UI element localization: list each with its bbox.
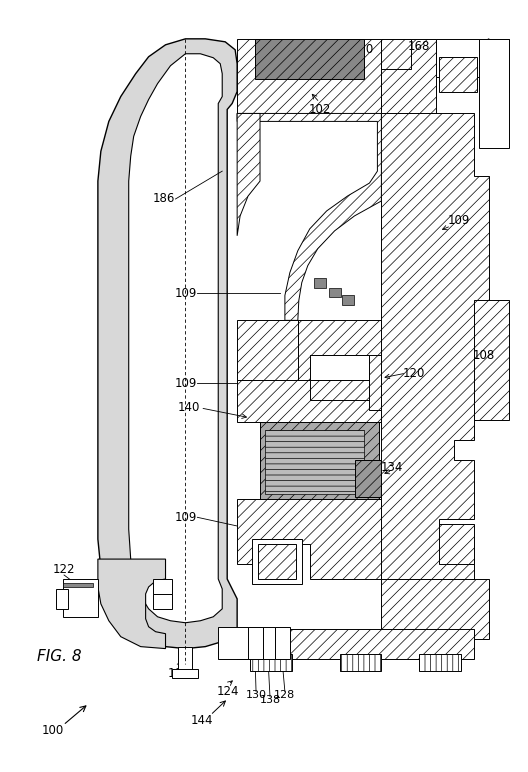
Polygon shape	[381, 579, 489, 638]
Text: 132: 132	[438, 526, 460, 539]
Polygon shape	[342, 296, 354, 306]
Text: 140: 140	[177, 401, 200, 415]
Polygon shape	[298, 320, 381, 380]
Polygon shape	[310, 380, 370, 400]
Text: 138: 138	[259, 696, 280, 706]
Polygon shape	[237, 39, 381, 118]
Text: 186: 186	[153, 192, 175, 205]
Polygon shape	[129, 54, 222, 623]
Polygon shape	[263, 627, 275, 659]
Polygon shape	[237, 628, 474, 659]
Text: 130: 130	[246, 690, 267, 700]
Polygon shape	[381, 39, 436, 113]
Polygon shape	[275, 627, 290, 659]
Polygon shape	[479, 39, 508, 148]
Polygon shape	[63, 579, 98, 617]
Polygon shape	[354, 459, 381, 497]
Text: 122: 122	[53, 563, 76, 576]
Polygon shape	[153, 579, 173, 594]
Text: 168: 168	[408, 40, 430, 53]
Polygon shape	[153, 594, 173, 609]
Polygon shape	[98, 39, 237, 648]
Text: 108: 108	[473, 349, 495, 361]
Polygon shape	[98, 559, 165, 648]
Polygon shape	[439, 56, 477, 92]
Polygon shape	[439, 524, 474, 564]
Polygon shape	[237, 499, 381, 579]
Text: 150: 150	[351, 43, 374, 56]
Text: 100: 100	[42, 723, 64, 736]
Polygon shape	[248, 627, 263, 659]
Polygon shape	[381, 39, 411, 69]
Text: 109: 109	[174, 511, 196, 524]
Polygon shape	[237, 380, 381, 422]
Text: 144: 144	[191, 714, 214, 726]
Text: FIG. 8: FIG. 8	[37, 649, 81, 664]
Polygon shape	[252, 539, 302, 584]
Polygon shape	[260, 420, 380, 499]
Polygon shape	[381, 113, 489, 579]
Polygon shape	[237, 113, 260, 235]
Text: 128: 128	[274, 690, 296, 700]
Polygon shape	[419, 654, 461, 672]
Polygon shape	[314, 278, 326, 287]
Polygon shape	[258, 544, 296, 579]
Polygon shape	[328, 287, 341, 297]
Text: 109: 109	[174, 287, 196, 300]
Polygon shape	[250, 654, 292, 672]
Text: 120: 120	[403, 367, 426, 380]
Text: 103: 103	[167, 667, 190, 680]
Text: 134: 134	[381, 461, 403, 474]
Polygon shape	[218, 627, 263, 659]
Polygon shape	[237, 113, 381, 320]
Polygon shape	[310, 355, 370, 380]
Polygon shape	[63, 583, 93, 587]
Text: 109: 109	[448, 215, 470, 228]
Polygon shape	[436, 39, 508, 92]
Polygon shape	[370, 355, 381, 410]
Polygon shape	[474, 300, 508, 420]
Polygon shape	[255, 39, 364, 79]
Polygon shape	[237, 320, 298, 380]
Polygon shape	[265, 430, 364, 494]
Text: 102: 102	[308, 103, 331, 116]
Text: 109: 109	[174, 377, 196, 390]
Polygon shape	[178, 647, 192, 676]
Polygon shape	[340, 654, 381, 672]
Polygon shape	[173, 669, 199, 679]
Polygon shape	[56, 589, 68, 609]
Text: 124: 124	[217, 685, 239, 698]
